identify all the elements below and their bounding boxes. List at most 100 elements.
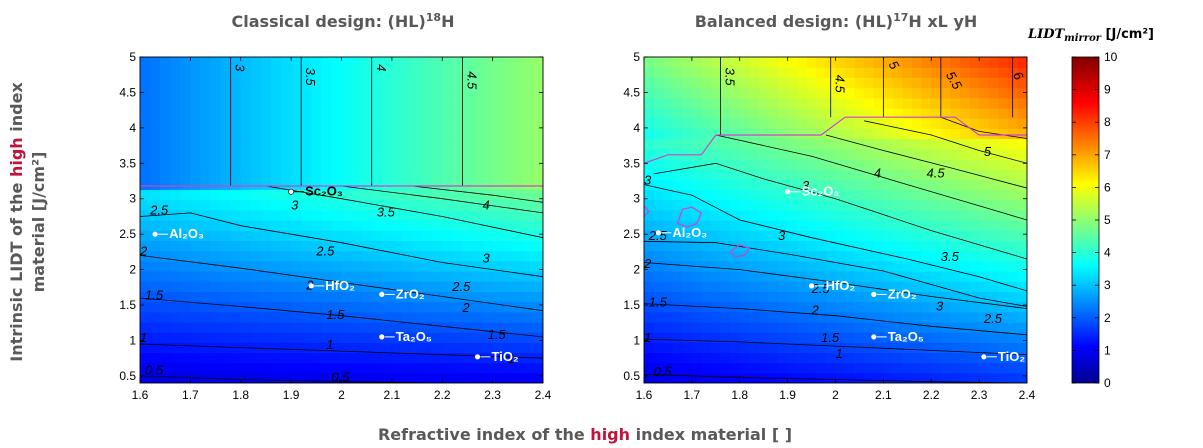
material-point <box>152 231 158 237</box>
contour-label: 2.5 <box>149 202 169 217</box>
contour-label: 1.5 <box>145 287 164 302</box>
colorbar-tick-label: 1 <box>1104 343 1111 357</box>
colorbar-tick-label: 0 <box>1104 376 1111 390</box>
y-tick-label: 4.5 <box>119 85 136 99</box>
material-point <box>474 354 481 360</box>
contour-label: 3 <box>802 178 810 193</box>
design-boundary-blob <box>729 244 751 258</box>
svg-text:material [J/cm²]: material [J/cm²] <box>29 152 48 293</box>
x-tick-label: 1.9 <box>779 388 796 402</box>
x-tick-label: 1.9 <box>283 388 300 402</box>
contour-label: 4 <box>874 166 881 181</box>
contour-line-3 <box>644 184 1027 292</box>
y-tick-label: 3 <box>633 192 640 206</box>
contour-label: 2 <box>811 302 820 317</box>
y-tick-label: 2.5 <box>119 227 136 241</box>
contour-label: 2.5 <box>315 243 335 258</box>
material-point <box>308 283 314 289</box>
y-tick-label: 4 <box>129 121 136 135</box>
y-tick-label: 0.5 <box>119 369 136 383</box>
contour-line-5 <box>864 120 1027 164</box>
material-point <box>655 230 662 236</box>
x-tick-label: 2.4 <box>535 388 552 402</box>
contour-label: 4.5 <box>464 71 479 90</box>
contour-label: 4 <box>483 197 490 212</box>
y-tick-label: 3 <box>129 192 136 206</box>
material-label: Ta₂O₅ <box>888 329 924 344</box>
material-point <box>379 334 385 340</box>
contour-label: 5 <box>984 144 992 159</box>
x-tick-label: 1.6 <box>636 388 653 402</box>
contour-line-3 <box>265 185 543 239</box>
material-label: HfO₂ <box>826 278 856 293</box>
y-tick-label: 3.5 <box>623 156 640 170</box>
material-label: Sc₂O₃ <box>802 184 840 199</box>
contour-label: 3 <box>291 197 299 212</box>
colorbar-title: LIDTmirror [J/cm²] <box>1027 27 1154 44</box>
y-tick-label: 3.5 <box>119 156 136 170</box>
contour-label: 1 <box>644 330 651 345</box>
contour-label: 1 <box>326 337 333 352</box>
x-axis-label: Refractive index of the high index mater… <box>378 425 792 444</box>
colorbar-tick-label: 7 <box>1104 148 1111 162</box>
y-tick-label: 5 <box>129 50 136 64</box>
contour-label: 4 <box>374 64 389 71</box>
contour-line-4-5 <box>825 134 1027 189</box>
material-label: TiO₂ <box>998 349 1025 364</box>
design-boundary-line <box>644 116 1027 164</box>
contour-label: 2.5 <box>983 311 1003 326</box>
contour-label: 2 <box>461 300 470 315</box>
contour-line-1-5 <box>140 297 543 338</box>
contour-label: 2 <box>643 256 652 271</box>
colorbar-tick-label: 4 <box>1104 246 1111 260</box>
contour-line-2 <box>140 255 543 312</box>
colorbar <box>1071 56 1100 384</box>
contour-label: 2.5 <box>451 279 471 294</box>
material-label: Sc₂O₃ <box>305 184 343 199</box>
contour-panel-balanced: 3.54.555.563344.552.533.522.531.522.511.… <box>623 50 1035 402</box>
contour-label: 3 <box>936 299 944 314</box>
contour-line-1 <box>644 338 1027 356</box>
colorbar-tick-label: 10 <box>1104 50 1118 64</box>
design-boundary-blob <box>676 206 703 228</box>
x-tick-label: 2.2 <box>434 388 451 402</box>
x-tick-label: 1.7 <box>684 388 701 402</box>
x-tick-label: 2.3 <box>484 388 501 402</box>
contour-line-4 <box>411 185 543 203</box>
svg-text:Intrinsic LIDT of the high ind: Intrinsic LIDT of the high index <box>7 82 26 362</box>
colorbar-tick-label: 6 <box>1104 180 1111 194</box>
design-boundary-blob <box>644 205 650 217</box>
y-tick-label: 1.5 <box>623 298 640 312</box>
contour-line-3-5 <box>653 162 1027 260</box>
contour-label: 0.5 <box>654 364 673 379</box>
contour-line-1-5 <box>644 303 1027 336</box>
contour-line-4 <box>715 134 1027 221</box>
contour-line-2-5 <box>644 240 1027 307</box>
colorbar-tick-label: 2 <box>1104 311 1111 325</box>
y-tick-label: 2 <box>633 263 640 277</box>
y-tick-label: 2 <box>129 263 136 277</box>
x-tick-label: 2.4 <box>1019 388 1036 402</box>
x-tick-label: 2 <box>832 388 839 402</box>
contour-label: 3.5 <box>377 205 396 220</box>
material-point <box>288 188 294 195</box>
y-tick-label: 1.5 <box>119 298 136 312</box>
contour-label: 3.5 <box>941 249 960 264</box>
y-tick-label: 5 <box>633 50 640 64</box>
x-tick-label: 2.1 <box>875 388 892 402</box>
contour-line-5-5 <box>940 116 1027 139</box>
material-label: Ta₂O₅ <box>396 329 432 344</box>
material-point <box>871 291 877 297</box>
y-tick-label: 4 <box>633 121 640 135</box>
material-point <box>871 334 877 340</box>
x-tick-label: 2.1 <box>384 388 401 402</box>
colorbar-ticks: 0 1 2 3 4 5 6 7 8 9 10 <box>1072 50 1118 390</box>
contour-label: 2.5 <box>811 281 831 296</box>
contour-label: 1.5 <box>488 327 507 342</box>
material-point <box>981 354 987 360</box>
x-tick-label: 1.8 <box>731 388 748 402</box>
material-point <box>379 291 385 297</box>
colorbar-tick-label: 3 <box>1104 278 1111 292</box>
contour-line-3-5 <box>341 185 543 214</box>
y-tick-label: 1 <box>129 333 136 347</box>
